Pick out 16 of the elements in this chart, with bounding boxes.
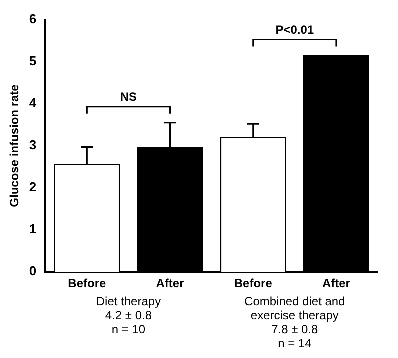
y-tick-label: 0 [29, 264, 37, 279]
annotation: NS [120, 90, 138, 104]
y-tick-label: 2 [29, 180, 37, 195]
y-axis-title: Glucose infusion rate [8, 84, 22, 208]
y-tick-label: 6 [29, 12, 37, 27]
y-tick-label: 4 [29, 96, 38, 111]
y-tick-label: 5 [29, 54, 37, 69]
x-tick-label: After [156, 276, 185, 291]
text: Combined diet and exercise therapy 7.8 ± 0.8 n = 14 [244, 294, 346, 350]
text: Diet therapy 4.2 ± 0.8 n = 10 [96, 294, 162, 336]
x-tick-label: After [322, 276, 351, 291]
annotation: P<0.01 [276, 23, 314, 38]
y-tick-label: 3 [29, 138, 37, 153]
x-tick-label: Before [234, 276, 273, 291]
x-tick-label: Before [68, 276, 107, 291]
y-tick-label: 1 [29, 222, 37, 237]
